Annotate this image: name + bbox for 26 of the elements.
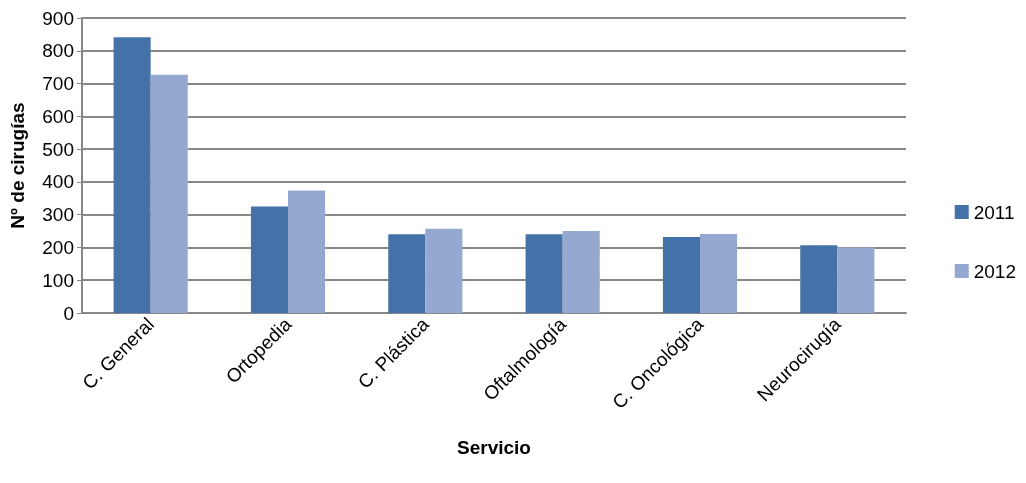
bar [700,234,738,313]
y-tick-label: 200 [42,236,74,258]
y-tick-label: 400 [42,171,74,193]
bar [425,228,463,313]
bar [837,247,875,313]
y-axis-title: Nº de cirugías [7,102,28,229]
y-tick-label: 0 [63,302,74,324]
legend-label: 2012 [973,260,1017,282]
y-tick-label: 700 [42,73,74,95]
bar [288,190,326,313]
y-tick-label: 100 [42,269,74,291]
bar [250,206,288,313]
bar [150,74,188,313]
bar [388,234,426,313]
x-axis-title: Servicio [457,437,531,458]
bar [662,236,700,313]
bar [800,245,838,313]
bar [525,234,563,313]
y-tick-label: 600 [42,105,74,127]
bar [562,231,600,313]
legend-label: 2011 [973,201,1015,223]
y-tick-label: 300 [42,204,74,226]
y-tick-label: 800 [42,40,74,62]
y-tick-label: 900 [42,7,74,29]
y-tick-label: 500 [42,138,74,160]
bar [113,37,151,313]
